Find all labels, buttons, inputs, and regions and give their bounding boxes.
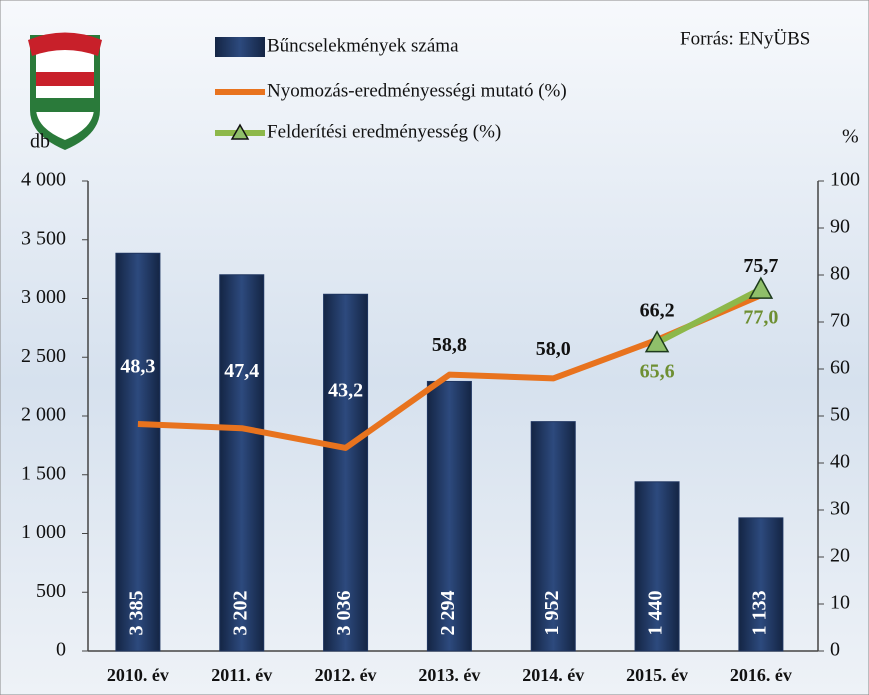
marker xyxy=(644,330,670,353)
y2-tick-label: 100 xyxy=(830,169,860,191)
y-tick-label: 0 xyxy=(56,639,66,661)
y-tick-label: 500 xyxy=(36,580,66,602)
legend-label: Felderítési eredményesség (%) xyxy=(267,121,501,142)
y2-tick-label: 40 xyxy=(830,451,850,473)
line-value-label: 66,2 xyxy=(640,299,675,321)
legend-swatch xyxy=(215,37,265,57)
y2-tick-label: 10 xyxy=(830,592,850,614)
bar xyxy=(530,421,576,652)
bar-value-label: 1 133 xyxy=(748,591,770,636)
y2-tick-label: 80 xyxy=(830,263,850,285)
line-value-label: 58,0 xyxy=(536,338,571,360)
y2-tick-label: 0 xyxy=(830,639,840,661)
line xyxy=(655,286,763,346)
x-tick-label: 2015. év xyxy=(626,665,688,685)
logo xyxy=(28,32,102,150)
bar-value-label: 3 385 xyxy=(126,591,148,636)
bar-value-label: 3 202 xyxy=(229,591,251,636)
y-tick-label: 2 500 xyxy=(21,345,66,367)
bar xyxy=(426,380,472,652)
legend-label: Nyomozás-eredményességi mutató (%) xyxy=(267,80,567,101)
bar xyxy=(115,252,161,652)
x-tick-label: 2014. év xyxy=(522,665,584,685)
y2-tick-label: 70 xyxy=(830,310,850,332)
line-value-label: 43,2 xyxy=(328,380,363,402)
y2-axis-label: % xyxy=(842,126,859,148)
legend-marker xyxy=(230,123,250,140)
bar-value-label: 3 036 xyxy=(333,591,355,636)
source-note: Forrás: ENyÜBS xyxy=(680,28,810,49)
line-value-label: 65,6 xyxy=(640,360,675,382)
y-axis-label: db xyxy=(30,131,50,153)
x-tick-label: 2013. év xyxy=(418,665,480,685)
x-tick-label: 2016. év xyxy=(730,665,792,685)
y2-tick-label: 30 xyxy=(830,498,850,520)
bar-value-label: 1 952 xyxy=(541,591,563,636)
y-tick-label: 1 000 xyxy=(21,521,66,543)
y2-tick-label: 60 xyxy=(830,357,850,379)
x-tick-label: 2011. év xyxy=(211,665,272,685)
y-tick-label: 4 000 xyxy=(21,169,66,191)
bar-value-label: 1 440 xyxy=(645,591,667,636)
bar-value-label: 2 294 xyxy=(437,591,459,636)
y-tick-label: 2 000 xyxy=(21,404,66,426)
y2-tick-label: 50 xyxy=(830,404,850,426)
line-value-label: 47,4 xyxy=(224,360,259,382)
bar xyxy=(634,481,680,652)
line-value-label: 48,3 xyxy=(120,356,155,378)
bar xyxy=(323,293,369,652)
y2-tick-label: 20 xyxy=(830,545,850,567)
y-tick-label: 3 000 xyxy=(21,286,66,308)
x-tick-label: 2012. év xyxy=(315,665,377,685)
line-value-label: 75,7 xyxy=(743,255,778,277)
legend-label: Bűncselekmények száma xyxy=(267,35,459,56)
y-tick-label: 3 500 xyxy=(21,227,66,249)
bar xyxy=(219,274,265,652)
line-value-label: 77,0 xyxy=(743,307,778,329)
line-value-label: 58,8 xyxy=(432,334,467,356)
marker xyxy=(748,276,774,299)
y-tick-label: 1 500 xyxy=(21,462,66,484)
x-tick-label: 2010. év xyxy=(107,665,169,685)
y2-tick-label: 90 xyxy=(830,216,850,238)
bar xyxy=(738,517,784,652)
